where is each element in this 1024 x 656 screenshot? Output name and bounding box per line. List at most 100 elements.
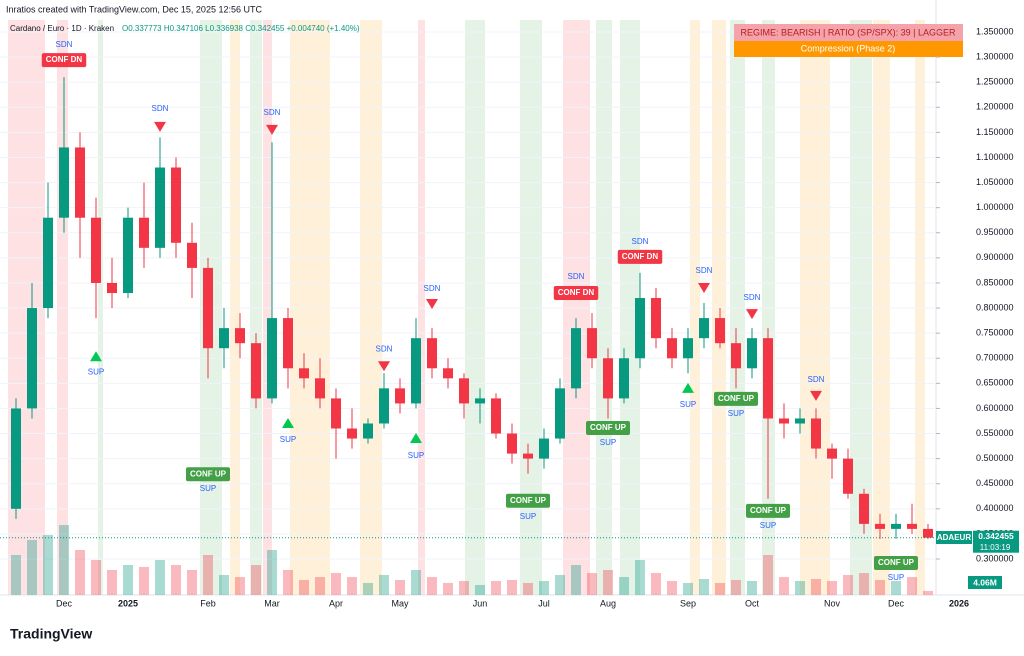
volume-bar	[843, 575, 853, 595]
signal-box	[714, 391, 758, 406]
signal-arrow-up	[282, 417, 294, 428]
signal-label: SUP	[280, 435, 296, 444]
signal-arrow-up	[682, 382, 694, 393]
candle-body	[219, 328, 229, 349]
candle-body	[171, 167, 181, 243]
y-tick-label: 1.150000	[976, 127, 1014, 137]
volume-bar	[379, 575, 389, 595]
y-tick-label: 0.900000	[976, 252, 1014, 262]
signal-label: SUP	[520, 512, 536, 521]
candle-body	[315, 378, 325, 399]
candle-body	[363, 423, 373, 439]
volume-bar	[443, 583, 453, 595]
candle-body	[347, 428, 357, 439]
signal-label: SDN	[696, 266, 713, 275]
candle-body	[235, 328, 245, 344]
countdown: 11:03:19	[980, 543, 1011, 552]
candle-body	[27, 308, 37, 409]
y-tick-label: 1.050000	[976, 177, 1014, 187]
signal-box-label: CONF UP	[590, 423, 627, 432]
regime-bands	[8, 20, 925, 595]
candle-body	[251, 343, 261, 399]
candle-body	[283, 318, 293, 369]
signal-box	[617, 249, 663, 264]
price-tag-label: 0.342455	[978, 531, 1014, 541]
volume-bar	[827, 581, 837, 595]
candle-body	[907, 523, 917, 529]
signal-box	[874, 556, 918, 571]
volume-bar	[299, 580, 309, 595]
candle-body	[43, 217, 53, 309]
signal-box	[553, 285, 599, 300]
candle-body	[155, 167, 165, 248]
volume-bar	[699, 579, 709, 595]
volume-bar	[395, 580, 405, 595]
volume-bar	[491, 581, 501, 595]
y-tick-label: 0.950000	[976, 227, 1014, 237]
x-tick-label: Dec	[888, 598, 905, 608]
signal-label: SUP	[408, 451, 424, 460]
volume-bar	[523, 583, 533, 595]
volume-bar	[795, 581, 805, 595]
volume-bar	[11, 555, 21, 595]
volume-bar	[683, 583, 693, 595]
phase: Compression (Phase 2)	[801, 43, 896, 53]
ticker-tag	[936, 531, 972, 544]
volume-bar	[875, 580, 885, 595]
signal-arrow-down	[810, 390, 822, 401]
candle-body	[123, 217, 133, 293]
candle-body	[811, 418, 821, 449]
volume-bar	[763, 555, 773, 595]
signal-label: SUP	[760, 521, 776, 530]
candle-body	[539, 438, 549, 459]
candle-body	[779, 418, 789, 424]
candle-body	[571, 328, 581, 389]
signal-box	[586, 421, 630, 436]
candle-body	[619, 358, 629, 399]
volume-bar	[923, 590, 933, 595]
volume-bar	[43, 535, 53, 595]
volume-bar	[619, 577, 629, 595]
x-tick-label: Nov	[824, 598, 841, 608]
candle-body	[891, 523, 901, 529]
candle-body	[427, 338, 437, 369]
volume-bar	[27, 540, 37, 595]
signal-box	[506, 493, 550, 508]
candle-body	[107, 282, 117, 293]
y-tick-label: 0.850000	[976, 277, 1014, 287]
candle-body	[603, 358, 613, 399]
volume-bar	[603, 570, 613, 595]
y-tick-label: 0.600000	[976, 403, 1014, 413]
candle-body	[731, 343, 741, 369]
signal-box	[746, 503, 790, 518]
volume-bar	[59, 525, 69, 595]
volume-bar	[779, 577, 789, 595]
candle-body	[507, 433, 517, 454]
volume-bar	[267, 550, 277, 595]
candle-body	[139, 217, 149, 248]
candle-body	[859, 493, 869, 524]
volume-bar	[107, 570, 117, 595]
volume-bar	[555, 575, 565, 595]
candle-body	[411, 338, 421, 404]
volume-bar	[411, 570, 421, 595]
signal-label: SDN	[56, 40, 73, 49]
regime-box	[734, 24, 963, 41]
signal-label: SUP	[600, 438, 616, 447]
candle-body	[651, 298, 661, 339]
signal-arrow-down	[426, 299, 438, 310]
volume-bar	[587, 573, 597, 595]
volume-bar	[747, 581, 757, 595]
signal-arrow-down	[266, 124, 278, 135]
signal-box	[186, 467, 230, 482]
y-tick-label: 0.700000	[976, 353, 1014, 363]
x-tick-label: Dec	[56, 598, 73, 608]
y-tick-label: 0.650000	[976, 378, 1014, 388]
signal-arrow-down	[378, 361, 390, 372]
candle-body	[827, 448, 837, 459]
candle-body	[683, 338, 693, 359]
volume-bar	[139, 567, 149, 595]
volume-bar	[427, 577, 437, 595]
volume-bar	[75, 550, 85, 595]
